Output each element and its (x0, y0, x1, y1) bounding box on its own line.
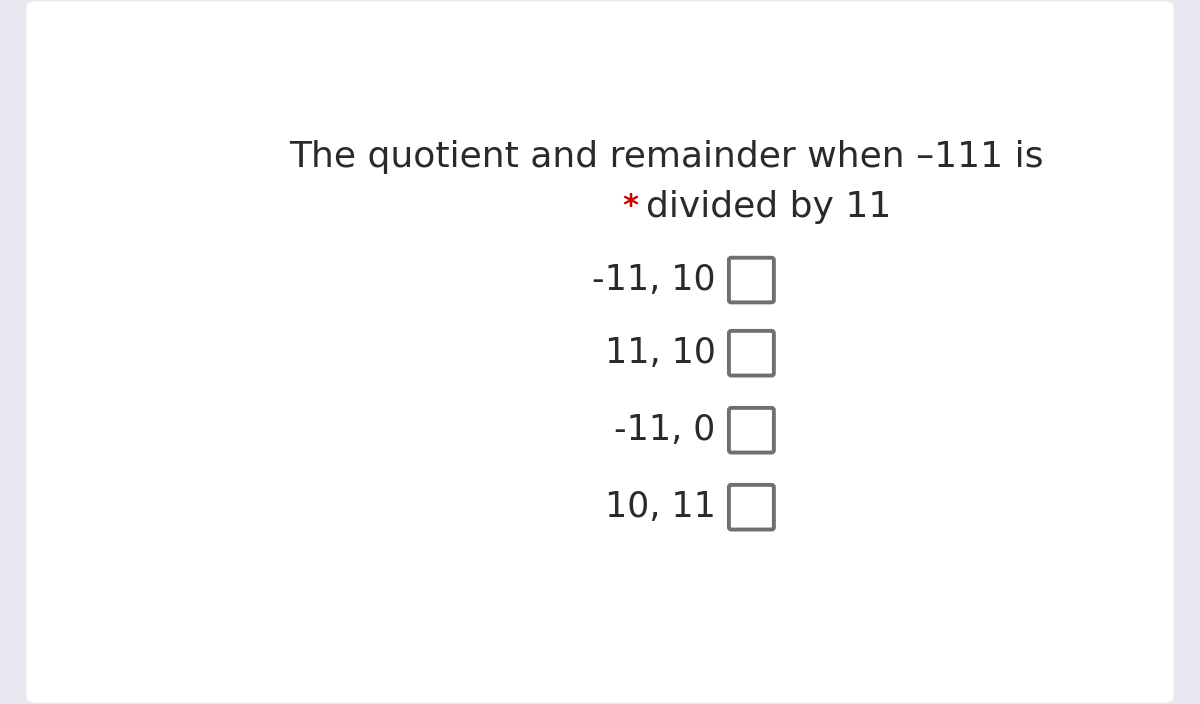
FancyBboxPatch shape (728, 331, 774, 375)
Text: divided by 11: divided by 11 (646, 190, 892, 224)
Text: *: * (623, 192, 638, 222)
Text: The quotient and remainder when –111 is: The quotient and remainder when –111 is (289, 140, 1044, 174)
FancyBboxPatch shape (728, 408, 774, 453)
Text: -11, 10: -11, 10 (593, 263, 715, 297)
Text: -11, 0: -11, 0 (614, 413, 715, 447)
FancyBboxPatch shape (728, 258, 774, 303)
Text: 11, 10: 11, 10 (605, 337, 715, 370)
FancyBboxPatch shape (728, 485, 774, 529)
Text: 10, 11: 10, 11 (605, 490, 715, 524)
